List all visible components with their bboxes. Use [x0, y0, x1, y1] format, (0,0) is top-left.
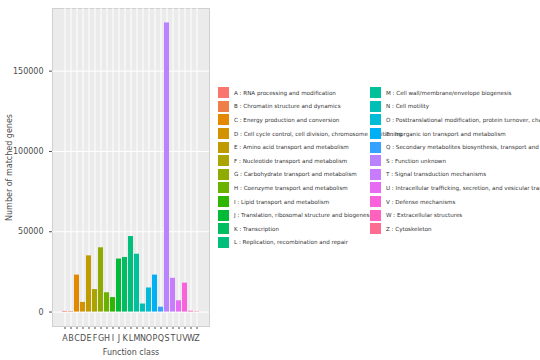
html-text:B : Chromatin structure and dy: B : Chromatin structure and dynamics — [234, 103, 341, 110]
html-text:F G: F G — [92, 334, 105, 344]
html-text:D : Cell cycle control, cell d: D : Cell cycle control, cell division, c… — [234, 130, 402, 137]
html-text:G : Carbohydrate transport and: G : Carbohydrate transport and metabolis… — [234, 171, 357, 178]
html-text:K : Transcription: K : Transcription — [234, 225, 280, 232]
svg-text:K: K — [122, 334, 128, 343]
svg-text:O: O — [146, 334, 152, 343]
svg-text:D: D — [80, 334, 86, 343]
svg-text:T: T — [170, 334, 176, 343]
svg-text:50000: 50000 — [18, 227, 43, 236]
svg-text:I: I — [112, 334, 114, 343]
svg-text:B: B — [68, 334, 74, 343]
svg-text:Function class: Function class — [103, 348, 159, 357]
html-text:N : Cell motility: N : Cell motility — [386, 103, 430, 110]
html-text:Z : Cytoskeleton: Z : Cytoskeleton — [386, 225, 432, 232]
html-text:L : Replication, recombination: L : Replication, recombination and repai… — [234, 239, 348, 246]
svg-text:J: J — [117, 334, 120, 343]
html-text:P : Inorganic ion transport an: P : Inorganic ion transport and metaboli… — [386, 130, 506, 137]
svg-text:H: H — [104, 334, 110, 343]
html-text:S : Function unknown: S : Function unknown — [386, 157, 446, 164]
svg-text:Q: Q — [158, 334, 164, 343]
html-text:L M N: L M N — [128, 334, 146, 344]
html-text:V W: V W — [182, 334, 195, 344]
svg-text:150000: 150000 — [13, 67, 44, 76]
svg-text:0: 0 — [38, 308, 43, 317]
svg-text:S: S — [164, 334, 169, 343]
svg-text:100000: 100000 — [13, 147, 44, 156]
html-text:T : Signal transduction mechan: T : Signal transduction mechanisms — [386, 171, 487, 178]
html-text:C : Energy production and conv: C : Energy production and conversion — [234, 117, 340, 123]
svg-text:Z: Z — [194, 334, 200, 343]
html-text:V : Defense mechanisms: V : Defense mechanisms — [386, 198, 456, 205]
html-text:F : Nucleotide transport and m: F : Nucleotide transport and metabolism — [234, 157, 348, 164]
html-text:I : Lipid transport and metabo: I : Lipid transport and metabolism — [234, 198, 330, 205]
svg-text:Number of matched genes: Number of matched genes — [5, 114, 14, 221]
html-text:W : Extracellular structures: W : Extracellular structures — [386, 212, 463, 219]
svg-text:P: P — [153, 334, 158, 343]
html-text:M : Cell wall/membrane/envelop: M : Cell wall/membrane/envelope biogenes… — [386, 89, 512, 96]
html-text:J : Translation, ribosomal str: J : Translation, ribosomal structure and… — [234, 212, 374, 219]
svg-text:U: U — [176, 334, 182, 343]
svg-text:A: A — [62, 334, 68, 344]
svg-text:C: C — [74, 334, 80, 344]
html-text:H : Coenzyme transport and met: H : Coenzyme transport and metabolism — [234, 185, 348, 191]
html-text:A : RNA processing and modific: A : RNA processing and modification — [234, 89, 336, 96]
svg-text:E: E — [86, 334, 91, 343]
html-text:E : Amino acid transport and m: E : Amino acid transport and metabolism — [234, 144, 349, 151]
